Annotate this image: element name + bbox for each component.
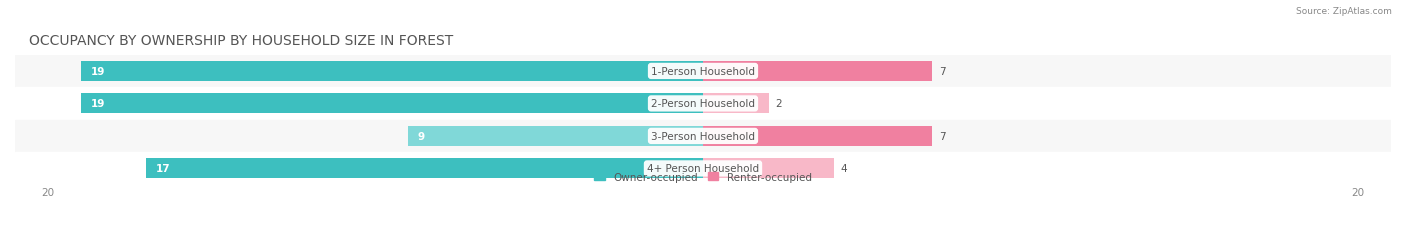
Text: OCCUPANCY BY OWNERSHIP BY HOUSEHOLD SIZE IN FOREST: OCCUPANCY BY OWNERSHIP BY HOUSEHOLD SIZE… (28, 33, 453, 47)
Text: 7: 7 (939, 67, 945, 77)
Text: 19: 19 (90, 99, 104, 109)
Bar (15, 152, 1391, 185)
Text: 3-Person Household: 3-Person Household (651, 131, 755, 141)
Bar (703, 126, 932, 146)
Bar (408, 126, 703, 146)
Bar (80, 94, 703, 114)
Text: 4: 4 (841, 164, 848, 174)
Bar (703, 159, 834, 179)
Text: 17: 17 (156, 164, 170, 174)
Text: 19: 19 (90, 67, 104, 77)
Text: 2: 2 (775, 99, 782, 109)
Text: Source: ZipAtlas.com: Source: ZipAtlas.com (1296, 7, 1392, 16)
Text: 4+ Person Household: 4+ Person Household (647, 164, 759, 174)
Text: 1-Person Household: 1-Person Household (651, 67, 755, 77)
Bar (80, 62, 703, 82)
Bar (15, 88, 1391, 120)
Bar (15, 55, 1391, 88)
Text: 7: 7 (939, 131, 945, 141)
Bar (146, 159, 703, 179)
Bar (15, 120, 1391, 152)
Bar (703, 62, 932, 82)
Text: 2-Person Household: 2-Person Household (651, 99, 755, 109)
Legend: Owner-occupied, Renter-occupied: Owner-occupied, Renter-occupied (591, 168, 815, 186)
Text: 9: 9 (418, 131, 425, 141)
Bar (703, 94, 769, 114)
